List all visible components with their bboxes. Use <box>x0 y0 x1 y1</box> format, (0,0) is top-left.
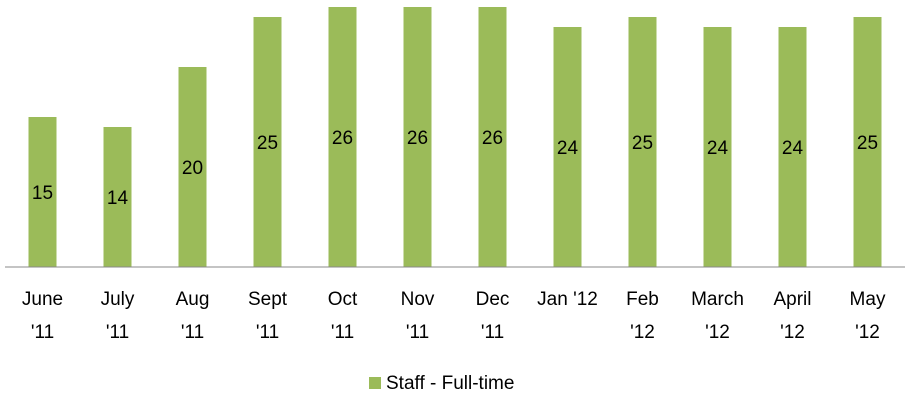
x-tick-label: March '12 <box>691 289 744 343</box>
bar <box>253 17 282 267</box>
bar <box>328 7 357 267</box>
x-tick-label: Aug '11 <box>176 289 210 343</box>
legend-swatch <box>369 377 381 389</box>
bar <box>778 27 807 267</box>
data-label: 26 <box>332 128 353 149</box>
data-label: 20 <box>182 158 203 179</box>
bar <box>28 117 57 267</box>
legend-label: Staff - Full-time <box>386 373 514 394</box>
x-tick-label: June '11 <box>22 289 63 343</box>
x-tick-label: Oct '11 <box>328 289 358 343</box>
bar <box>178 67 207 267</box>
bar <box>478 7 507 267</box>
bar <box>628 17 657 267</box>
x-tick-label: Jan '12 <box>537 289 598 310</box>
x-tick-label: Sept '11 <box>248 289 288 343</box>
data-label: 15 <box>32 183 53 204</box>
bar <box>853 17 882 267</box>
x-tick-label: Nov '11 <box>401 289 435 343</box>
bar <box>553 27 582 267</box>
data-label: 24 <box>557 138 579 159</box>
data-label: 14 <box>107 188 129 209</box>
bar <box>103 127 132 267</box>
bar <box>703 27 732 267</box>
x-tick-label: April '12 <box>773 289 811 343</box>
data-label: 26 <box>482 128 503 149</box>
data-label: 25 <box>257 133 278 154</box>
data-label: 25 <box>632 133 653 154</box>
x-tick-label: May '12 <box>850 289 886 343</box>
x-tick-label: Dec '11 <box>476 289 510 343</box>
x-tick-label: Feb '12 <box>626 289 659 343</box>
data-label: 26 <box>407 128 428 149</box>
data-label: 25 <box>857 133 878 154</box>
data-label: 24 <box>707 138 729 159</box>
bar <box>403 7 432 267</box>
x-tick-label: July '11 <box>101 289 135 343</box>
data-label: 24 <box>782 138 804 159</box>
